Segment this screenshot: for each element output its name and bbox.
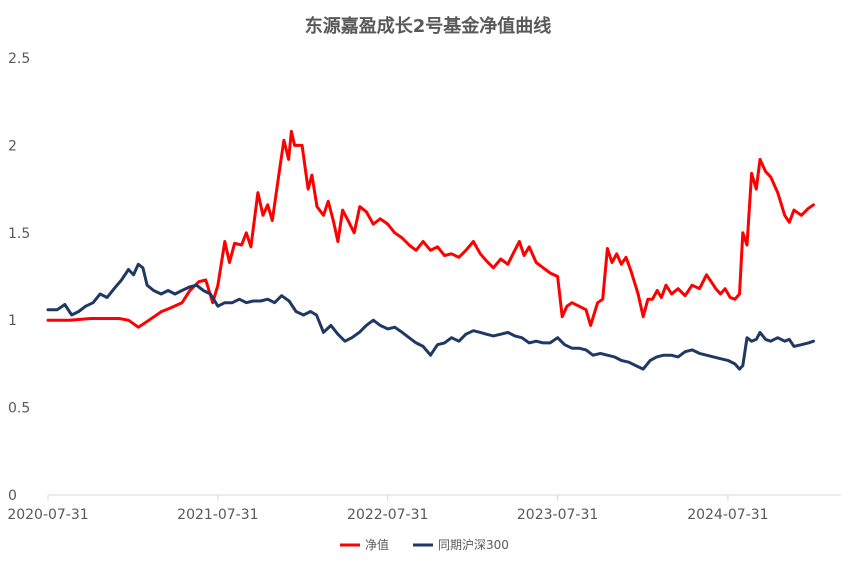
- x-tick-label: 2023-07-31: [517, 507, 598, 523]
- y-tick-label: 0.5: [8, 401, 30, 417]
- y-axis-ticks: 0 0.5 1 1.5 2 2.5: [8, 51, 30, 504]
- x-tick-label: 2021-07-31: [177, 507, 258, 523]
- legend-label: 净值: [365, 537, 389, 552]
- y-tick-label: 2: [8, 138, 17, 154]
- x-tick-label: 2022-07-31: [347, 507, 428, 523]
- series-line-nav: [46, 129, 815, 329]
- legend-label: 同期沪深300: [438, 538, 509, 552]
- x-tick-label: 2020-07-31: [7, 507, 88, 523]
- y-tick-label: 1.5: [8, 226, 30, 242]
- series-layer: [46, 129, 815, 371]
- series-line-hs300: [46, 262, 815, 371]
- legend: 净值 同期沪深300: [340, 537, 509, 552]
- x-axis: 2020-07-31 2021-07-31 2022-07-31 2023-07-31…: [7, 494, 841, 523]
- y-tick-label: 2.5: [8, 51, 30, 67]
- x-tick-label: 2024-07-31: [687, 507, 768, 523]
- chart-title: 东源嘉盈成长2号基金净值曲线: [305, 15, 552, 37]
- y-tick-label: 0: [8, 488, 17, 504]
- y-tick-label: 1: [8, 313, 17, 329]
